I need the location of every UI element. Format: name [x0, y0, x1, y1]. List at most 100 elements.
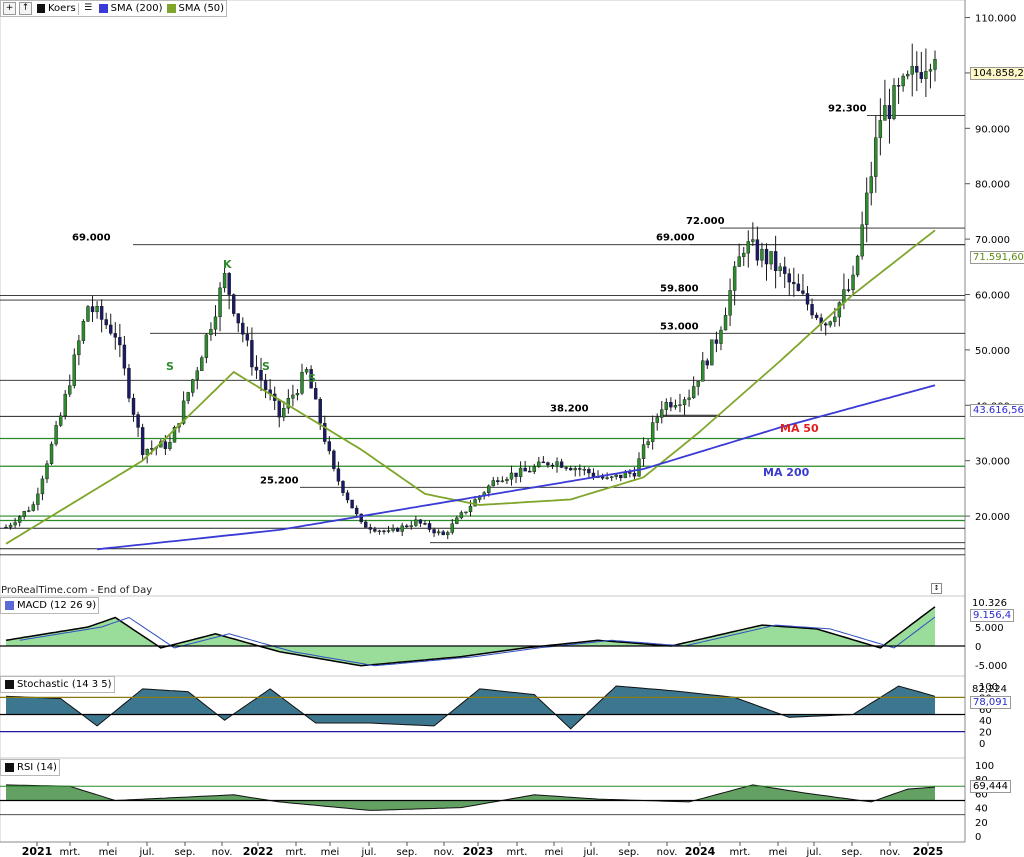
candle-body: [546, 462, 550, 466]
rsi-line: [5, 784, 936, 811]
candle-body: [104, 319, 108, 326]
macd-label-b: 9.156,4: [970, 609, 1015, 622]
sma50-swatch-icon: [166, 4, 176, 13]
candle-body: [377, 530, 382, 533]
candle-body: [464, 511, 468, 514]
candle-body: [559, 461, 564, 468]
candle-body: [851, 274, 855, 291]
candle-body: [860, 224, 864, 257]
candle-body: [609, 476, 614, 478]
sma50-price-label: 71.591,60: [970, 251, 1024, 264]
candle-body: [905, 74, 910, 77]
candle-body: [828, 321, 832, 326]
candle-body: [518, 467, 523, 477]
candle-body: [427, 523, 432, 530]
candle-body: [386, 530, 391, 532]
legend-macd: MACD (12 26 9): [17, 600, 97, 611]
arrow-up-icon[interactable]: ↑: [19, 2, 32, 15]
stochastic-legend: Stochastic (14 3 5): [0, 676, 115, 693]
annotation-label: S: [308, 372, 316, 385]
candle-body: [605, 477, 609, 479]
candle-body: [323, 423, 327, 442]
rsi-area: [6, 784, 935, 811]
candle-body: [336, 468, 341, 482]
candle-body: [805, 293, 810, 305]
candle-body: [54, 425, 58, 445]
candle-body: [405, 525, 409, 528]
sma200-line: [97, 384, 936, 551]
sma50-line: [5, 229, 936, 545]
candle-body: [414, 519, 418, 526]
candle-body: [751, 239, 755, 242]
candle-body: [874, 137, 878, 177]
x-tick-label: 2023: [463, 845, 494, 857]
candle-body: [345, 492, 350, 501]
candle-body: [250, 340, 254, 368]
x-tick-label: mrt.: [286, 847, 307, 857]
candle-body: [710, 339, 714, 366]
macd-tick-label: 5.000: [975, 623, 1004, 634]
candle-body: [8, 524, 13, 528]
macd-area: [6, 606, 935, 666]
y-tick-label: 70.000: [975, 235, 1010, 246]
candle-body: [145, 449, 149, 456]
candle-body: [655, 417, 659, 423]
candle-body: [783, 266, 787, 274]
rsi-tick-label: 40: [975, 804, 988, 815]
candle-body: [573, 468, 577, 471]
candle-body: [423, 523, 427, 525]
candle-body: [31, 504, 36, 511]
candle-body: [432, 529, 436, 534]
candle-body: [810, 304, 814, 316]
candle-body: [99, 306, 104, 320]
candle-body: [27, 510, 31, 512]
candle-body: [924, 70, 928, 79]
candle-body: [846, 289, 851, 291]
candle-body: [373, 529, 377, 532]
candle-body: [122, 344, 127, 369]
scroll-icon[interactable]: ↕: [931, 583, 942, 594]
candle-body: [541, 461, 546, 464]
annotation-label: S: [262, 360, 270, 373]
candle-body: [814, 314, 819, 319]
candle-body: [227, 273, 231, 295]
rsi-legend: RSI (14): [0, 759, 60, 776]
stoch-tick-label: 60: [979, 705, 992, 716]
candle-body: [286, 398, 291, 409]
list-icon[interactable]: ☰: [84, 3, 93, 13]
candle-body: [354, 507, 359, 515]
candle-body: [318, 398, 322, 424]
level-label: 38.200: [550, 403, 589, 414]
candle-body: [359, 513, 363, 523]
candle-body: [801, 290, 805, 294]
macd-tick-label: -5.000: [975, 661, 1007, 672]
candle-body: [896, 85, 901, 87]
candle-body: [140, 427, 145, 456]
x-tick-label: 2025: [913, 845, 944, 857]
x-tick-label: sep.: [175, 847, 196, 857]
candle-body: [915, 66, 919, 73]
candle-body: [241, 322, 245, 335]
candle-body: [186, 392, 190, 402]
add-icon[interactable]: +: [3, 2, 16, 15]
candle-body: [200, 357, 204, 371]
candle-body: [450, 523, 454, 533]
candle-body: [150, 448, 154, 450]
candle-body: [36, 493, 40, 505]
annotation-label: K: [223, 258, 232, 271]
candle-body: [500, 480, 505, 483]
candle-body: [81, 321, 86, 341]
candle-body: [327, 441, 332, 452]
candle-body: [40, 478, 45, 495]
candle-body: [350, 499, 354, 509]
candle-body: [459, 512, 464, 519]
candle-body: [168, 442, 172, 449]
candle-body: [236, 313, 240, 324]
candle-body: [623, 472, 628, 479]
stoch-tick-label: 40: [979, 716, 992, 727]
candle-body: [887, 105, 892, 119]
candle-body: [222, 273, 227, 289]
candle-body: [291, 394, 295, 399]
candle-body: [446, 532, 450, 536]
candle-body: [568, 468, 573, 471]
